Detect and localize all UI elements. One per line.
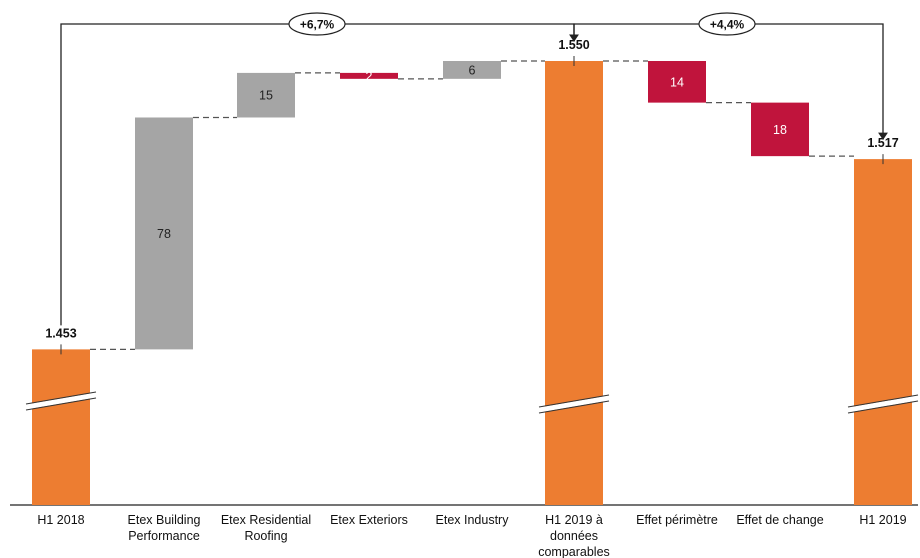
data-label-3: 15: [259, 89, 273, 103]
growth-arrow-2: [573, 23, 884, 140]
bar-1: [32, 349, 90, 505]
category-label-6: comparables: [538, 545, 610, 558]
growth-badge-1: [288, 12, 346, 36]
data-label-8: 18: [773, 123, 787, 137]
bar-2: [135, 117, 193, 350]
bar-7: [648, 61, 706, 103]
category-label-9: H1 2019: [859, 513, 906, 527]
axis-break-mark: [847, 394, 919, 408]
data-label-4: 2: [366, 69, 373, 83]
category-label-5: Etex Industry: [436, 513, 510, 527]
arrow-head-icon: [878, 132, 888, 141]
growth-label-1: +6,7%: [300, 18, 335, 32]
data-label-5: 6: [469, 63, 476, 77]
category-label-4: Etex Exteriors: [330, 513, 408, 527]
axis-break-mark: [538, 394, 610, 408]
axis-break-mark: [25, 391, 97, 405]
category-label-2: Etex Building: [128, 513, 201, 527]
bar-3: [237, 72, 295, 118]
axis-break-mark: [847, 400, 919, 414]
growth-label-2: +4,4%: [710, 18, 745, 32]
bar-9: [854, 159, 912, 505]
total-label-1: 1.453: [45, 326, 76, 340]
axis-break-gap: [538, 395, 610, 413]
total-label-6: 1.550: [558, 38, 589, 52]
bar-8: [751, 102, 809, 157]
axis-break-mark: [25, 397, 97, 411]
category-label-6: données: [550, 529, 598, 543]
category-label-7: Effet périmètre: [636, 513, 718, 527]
data-label-7: 14: [670, 75, 684, 89]
category-label-6: H1 2019 à: [545, 513, 603, 527]
growth-badge-2: [698, 12, 756, 36]
category-label-1: H1 2018: [37, 513, 84, 527]
total-label-9: 1.517: [867, 136, 898, 150]
axis-break-gap: [25, 392, 97, 410]
category-label-3: Roofing: [244, 529, 287, 543]
bar-5: [443, 61, 501, 79]
axis-break-mark: [538, 400, 610, 414]
category-label-2: Performance: [128, 529, 200, 543]
category-label-3: Etex Residential: [221, 513, 311, 527]
axis-break-gap: [847, 395, 919, 413]
bar-4: [340, 72, 398, 79]
data-label-2: 78: [157, 227, 171, 241]
category-label-8: Effet de change: [736, 513, 823, 527]
bar-6: [545, 61, 603, 505]
